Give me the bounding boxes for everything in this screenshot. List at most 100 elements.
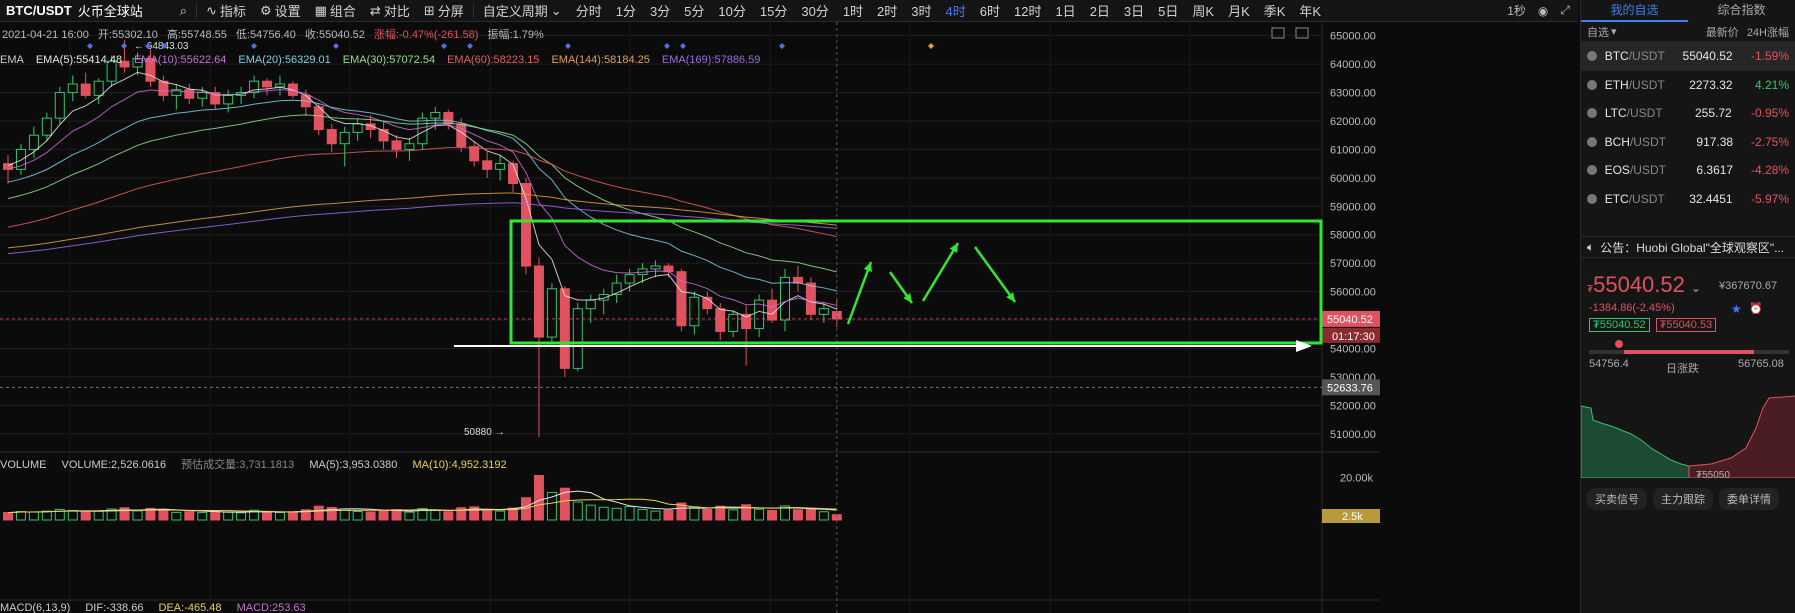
volume-bar xyxy=(274,512,285,521)
market-price: 55040.52 xyxy=(1682,49,1733,64)
combine-button[interactable]: ▦ 组合 xyxy=(314,2,356,20)
event-marker xyxy=(251,43,257,49)
market-price: 255.72 xyxy=(1695,106,1732,121)
interval-11[interactable]: 6时 xyxy=(979,4,1000,19)
market-row[interactable]: ETC/USDT 32.4451 -5.97% xyxy=(1581,185,1795,214)
candle-body xyxy=(93,80,104,96)
interval-14[interactable]: 2日 xyxy=(1089,4,1110,19)
market-row[interactable]: EOS/USDT 6.3617 -4.28% xyxy=(1581,156,1795,185)
settings-button[interactable]: ⚙ 设置 xyxy=(259,2,301,20)
fullscreen-icon[interactable]: ⤢ xyxy=(1560,3,1570,17)
tab-watchlist[interactable]: 我的自选 xyxy=(1581,0,1688,22)
interval-4[interactable]: 10分 xyxy=(718,4,746,19)
market-base: LTC xyxy=(1604,106,1627,121)
interval-18[interactable]: 月K xyxy=(1228,4,1250,19)
price-axis-label: 56000.00 xyxy=(1330,287,1376,299)
volume-bar xyxy=(559,487,570,521)
interval-12[interactable]: 12时 xyxy=(1013,4,1042,19)
ohlc-datetime: 2021-04-21 16:00 xyxy=(2,29,89,41)
volume-bar xyxy=(300,509,311,521)
volume-bar xyxy=(715,505,726,521)
volume-bar xyxy=(80,511,91,521)
volume-axis-label: 20.00k xyxy=(1340,473,1374,485)
volume-bar xyxy=(663,509,674,521)
pane-maximize-icon xyxy=(1295,27,1309,39)
col-self[interactable]: 自选 xyxy=(1587,26,1609,39)
search-button[interactable]: ⌕ xyxy=(173,3,194,19)
market-row[interactable]: LTC/USDT 255.72 -0.95% xyxy=(1581,99,1795,128)
star-icon[interactable]: ★ xyxy=(1731,302,1742,316)
volume-bar xyxy=(119,507,130,521)
range-label: 日涨跌 xyxy=(1666,363,1699,375)
interval-5[interactable]: 15分 xyxy=(759,4,788,19)
interval-2[interactable]: 3分 xyxy=(649,4,671,19)
candle-body xyxy=(158,80,169,96)
ema-legend-item: EMA(30):57072.54 xyxy=(342,54,436,66)
macd-title: MACD(6,13,9) xyxy=(0,602,71,613)
interval-13[interactable]: 1日 xyxy=(1055,4,1076,19)
drawing-arrowhead xyxy=(903,293,912,303)
camera-icon[interactable]: ◉ xyxy=(1537,3,1549,18)
interval-8[interactable]: 2时 xyxy=(877,4,898,19)
market-quote: /USDT xyxy=(1629,134,1666,149)
col-change[interactable]: 24H涨幅 xyxy=(1746,26,1789,39)
interval-6[interactable]: 30分 xyxy=(801,4,829,19)
volume-bar xyxy=(352,511,363,521)
interval-15[interactable]: 3日 xyxy=(1123,4,1145,19)
ohlc-open: 开:55302.10 xyxy=(97,29,158,41)
volume-bar xyxy=(818,511,829,521)
interval-0[interactable]: 分时 xyxy=(575,4,602,19)
event-marker xyxy=(441,43,447,49)
market-row[interactable]: BCH/USDT 917.38 -2.75% xyxy=(1581,128,1795,157)
notice-bar[interactable]: 🔈︎ 公告：Huobi Global"全球观察区"... xyxy=(1581,236,1795,258)
market-row[interactable]: ETH/USDT 2273.32 4.21% xyxy=(1581,71,1795,100)
depth-chart[interactable] xyxy=(1581,378,1795,478)
interval-7[interactable]: 1时 xyxy=(842,4,864,19)
col-price[interactable]: 最新价 xyxy=(1705,26,1739,39)
custom-period-dropdown[interactable]: 自定义周期 ⌄ xyxy=(482,2,562,20)
volume-bar xyxy=(404,511,415,521)
volume-bar xyxy=(132,510,143,521)
ema-line xyxy=(7,71,837,318)
order-detail-button[interactable]: 委单详情 xyxy=(1719,488,1779,510)
interval-20[interactable]: 年K xyxy=(1299,4,1322,19)
volume-bar xyxy=(106,508,117,521)
event-marker xyxy=(680,43,686,49)
price-axis-label: 63000.00 xyxy=(1330,88,1376,100)
price-axis-label: 62000.00 xyxy=(1330,116,1376,128)
signal-button[interactable]: 买卖信号 xyxy=(1587,488,1647,510)
interval-16[interactable]: 5日 xyxy=(1158,4,1179,19)
depth-asks xyxy=(1688,395,1795,478)
split-button[interactable]: ⊞ 分屏 xyxy=(423,2,464,20)
candlestick-chart[interactable]: 65000.00 64000.00 63000.00 62000.00 61000.00… xyxy=(0,22,1380,613)
symbol-title[interactable]: BTC/USDT xyxy=(6,3,72,18)
interval-9[interactable]: 3时 xyxy=(911,4,932,19)
interval-19[interactable]: 季K xyxy=(1263,4,1286,19)
volume-bar xyxy=(611,507,622,521)
candle-body xyxy=(792,276,803,284)
volume-bar xyxy=(3,512,13,521)
ema-legend: EMA EMA(5):55414.48 EMA(10):55622.64 EMA(20… xyxy=(0,54,772,66)
candle-body xyxy=(780,276,790,321)
indicators-button[interactable]: ∿ 指标 xyxy=(206,2,246,20)
candle-body xyxy=(326,129,337,145)
interval-17[interactable]: 周K xyxy=(1192,4,1215,19)
candle-body xyxy=(365,123,376,131)
track-button[interactable]: 主力跟踪 xyxy=(1653,488,1713,510)
candle-body xyxy=(430,111,441,119)
tab-index[interactable]: 综合指数 xyxy=(1717,3,1766,17)
volume-bar xyxy=(417,508,428,521)
ema-line xyxy=(7,99,837,292)
compare-button[interactable]: ⇄ 对比 xyxy=(369,2,410,20)
interval-1[interactable]: 1分 xyxy=(615,4,636,19)
interval-10[interactable]: 4时 xyxy=(945,4,966,19)
candle-body xyxy=(145,57,156,82)
interval-3[interactable]: 5分 xyxy=(684,4,705,19)
volume-bar xyxy=(585,504,596,521)
market-row[interactable]: BTC/USDT 55040.52 -1.59% xyxy=(1581,42,1795,71)
countdown-tag-bg xyxy=(1322,327,1380,343)
refresh-rate[interactable]: 1秒 xyxy=(1507,4,1526,18)
ohlc-change: 涨幅:-0.47%(-261.58) xyxy=(373,29,479,41)
last-price: ₮55040.52 ⌄ xyxy=(1587,272,1701,297)
alarm-icon[interactable]: ⏰ xyxy=(1749,303,1763,315)
